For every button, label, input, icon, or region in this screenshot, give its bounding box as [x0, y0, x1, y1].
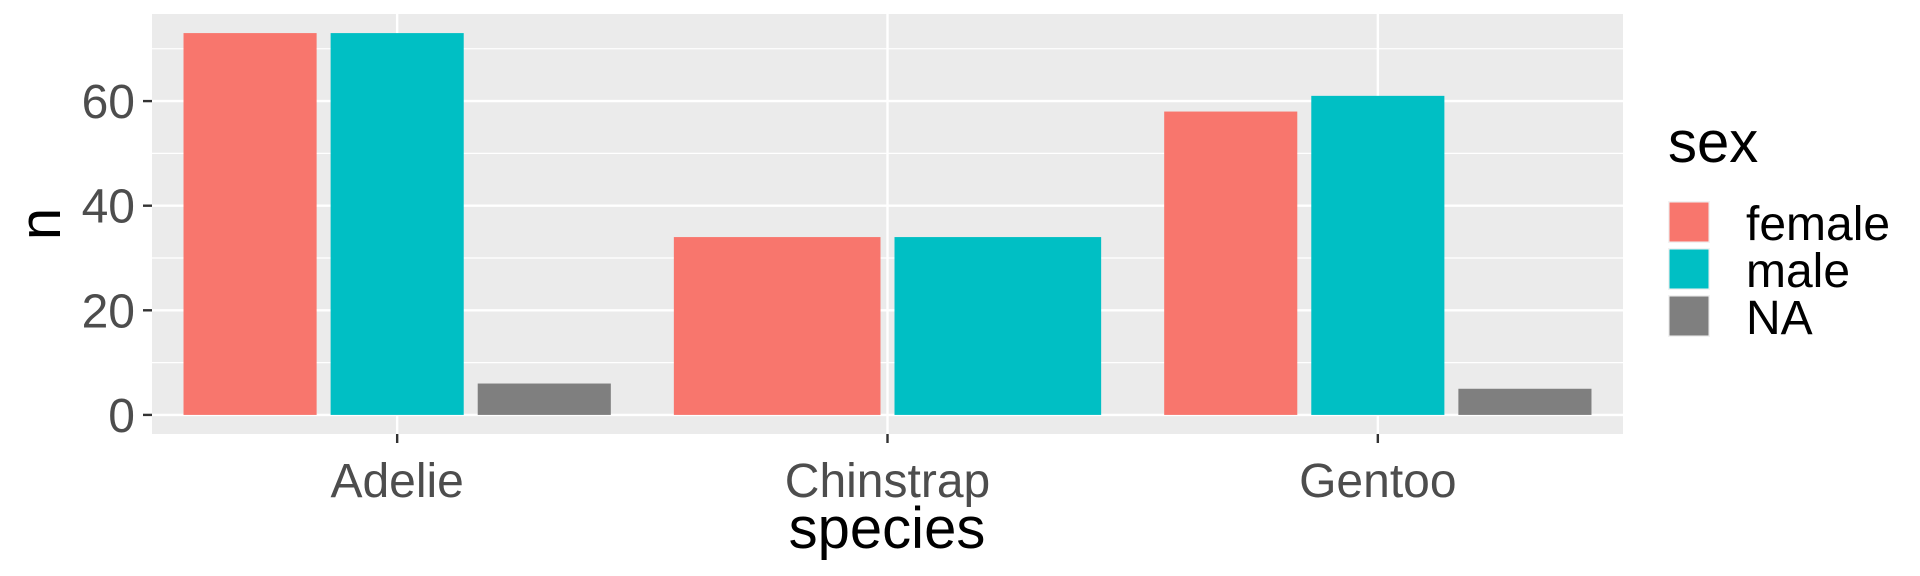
bars [183, 33, 1592, 415]
x-axis: Adelie Chinstrap Gentoo [330, 434, 1457, 508]
legend-title: sex [1668, 110, 1758, 175]
bar-adelie-na [477, 383, 611, 415]
bar-gentoo-na [1458, 388, 1592, 415]
y-tick-label: 20 [82, 285, 135, 338]
x-axis-title: species [789, 496, 986, 561]
legend-label-female: female [1746, 198, 1890, 251]
legend-label-na: NA [1746, 292, 1813, 345]
bar-chinstrap-male [894, 237, 1102, 415]
y-tick-label: 40 [82, 181, 135, 234]
y-axis: 0 20 40 60 [82, 76, 152, 443]
y-tick-label: 0 [108, 390, 135, 443]
y-axis-title: n [8, 208, 73, 240]
x-tick-label: Adelie [330, 455, 463, 508]
bar-adelie-male [330, 33, 464, 415]
bar-gentoo-male [1311, 95, 1445, 415]
legend-swatch-male [1669, 249, 1709, 289]
x-tick-label: Gentoo [1299, 455, 1456, 508]
legend-swatch-na [1669, 296, 1709, 336]
bar-gentoo-female [1164, 111, 1298, 415]
x-tick-label: Chinstrap [785, 455, 990, 508]
bar-chinstrap-female [673, 237, 881, 415]
bar-adelie-female [183, 33, 317, 415]
legend-swatch-female [1669, 202, 1709, 242]
y-tick-label: 60 [82, 76, 135, 129]
legend-label-male: male [1746, 245, 1850, 298]
